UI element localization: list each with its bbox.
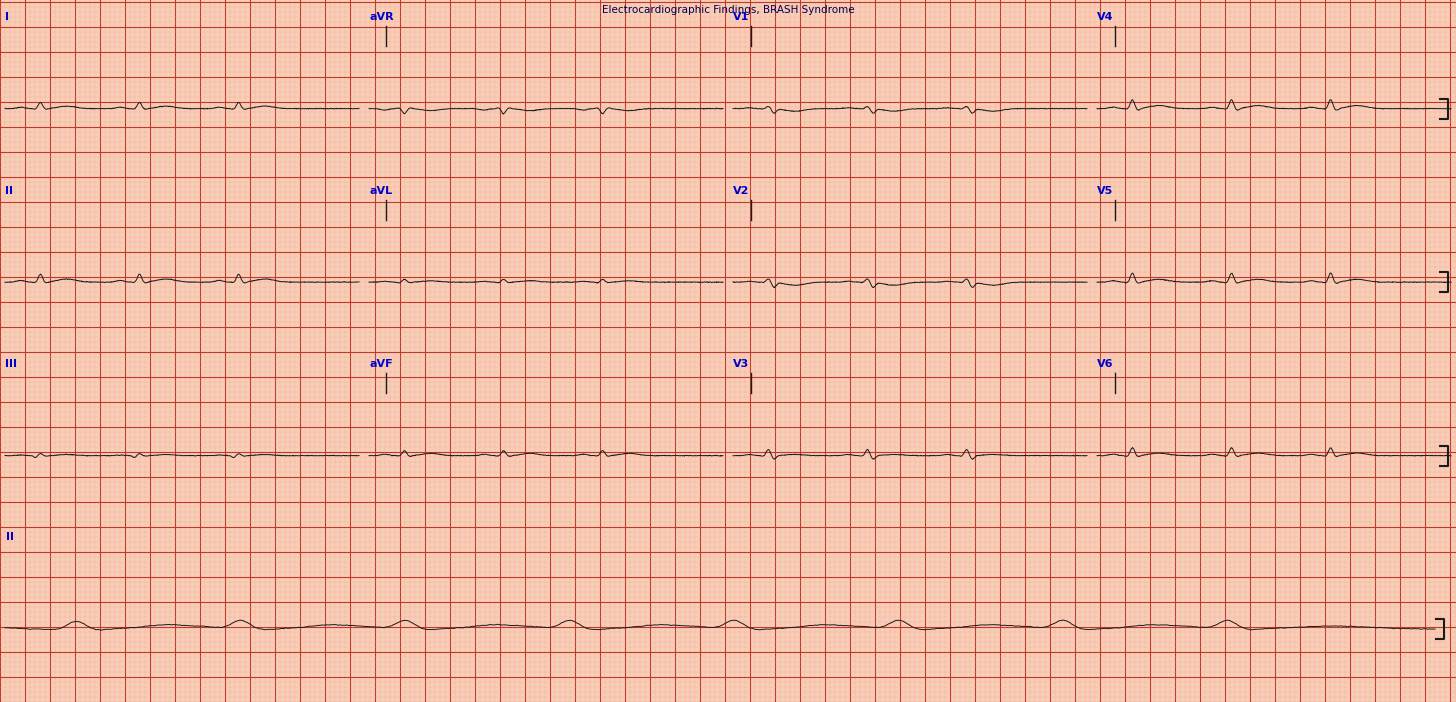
Text: I: I [4,12,9,22]
Text: II: II [4,185,13,195]
Text: aVR: aVR [368,12,393,22]
Text: V6: V6 [1096,359,1114,369]
Text: V1: V1 [732,12,750,22]
Text: V3: V3 [732,359,750,369]
Text: V4: V4 [1096,12,1114,22]
Text: Electrocardiographic Findings, BRASH Syndrome: Electrocardiographic Findings, BRASH Syn… [601,5,855,15]
Text: V2: V2 [732,185,750,195]
Text: III: III [4,359,17,369]
Text: V5: V5 [1096,185,1114,195]
Text: aVL: aVL [368,185,392,195]
Text: aVF: aVF [368,359,393,369]
Text: II: II [6,533,15,543]
